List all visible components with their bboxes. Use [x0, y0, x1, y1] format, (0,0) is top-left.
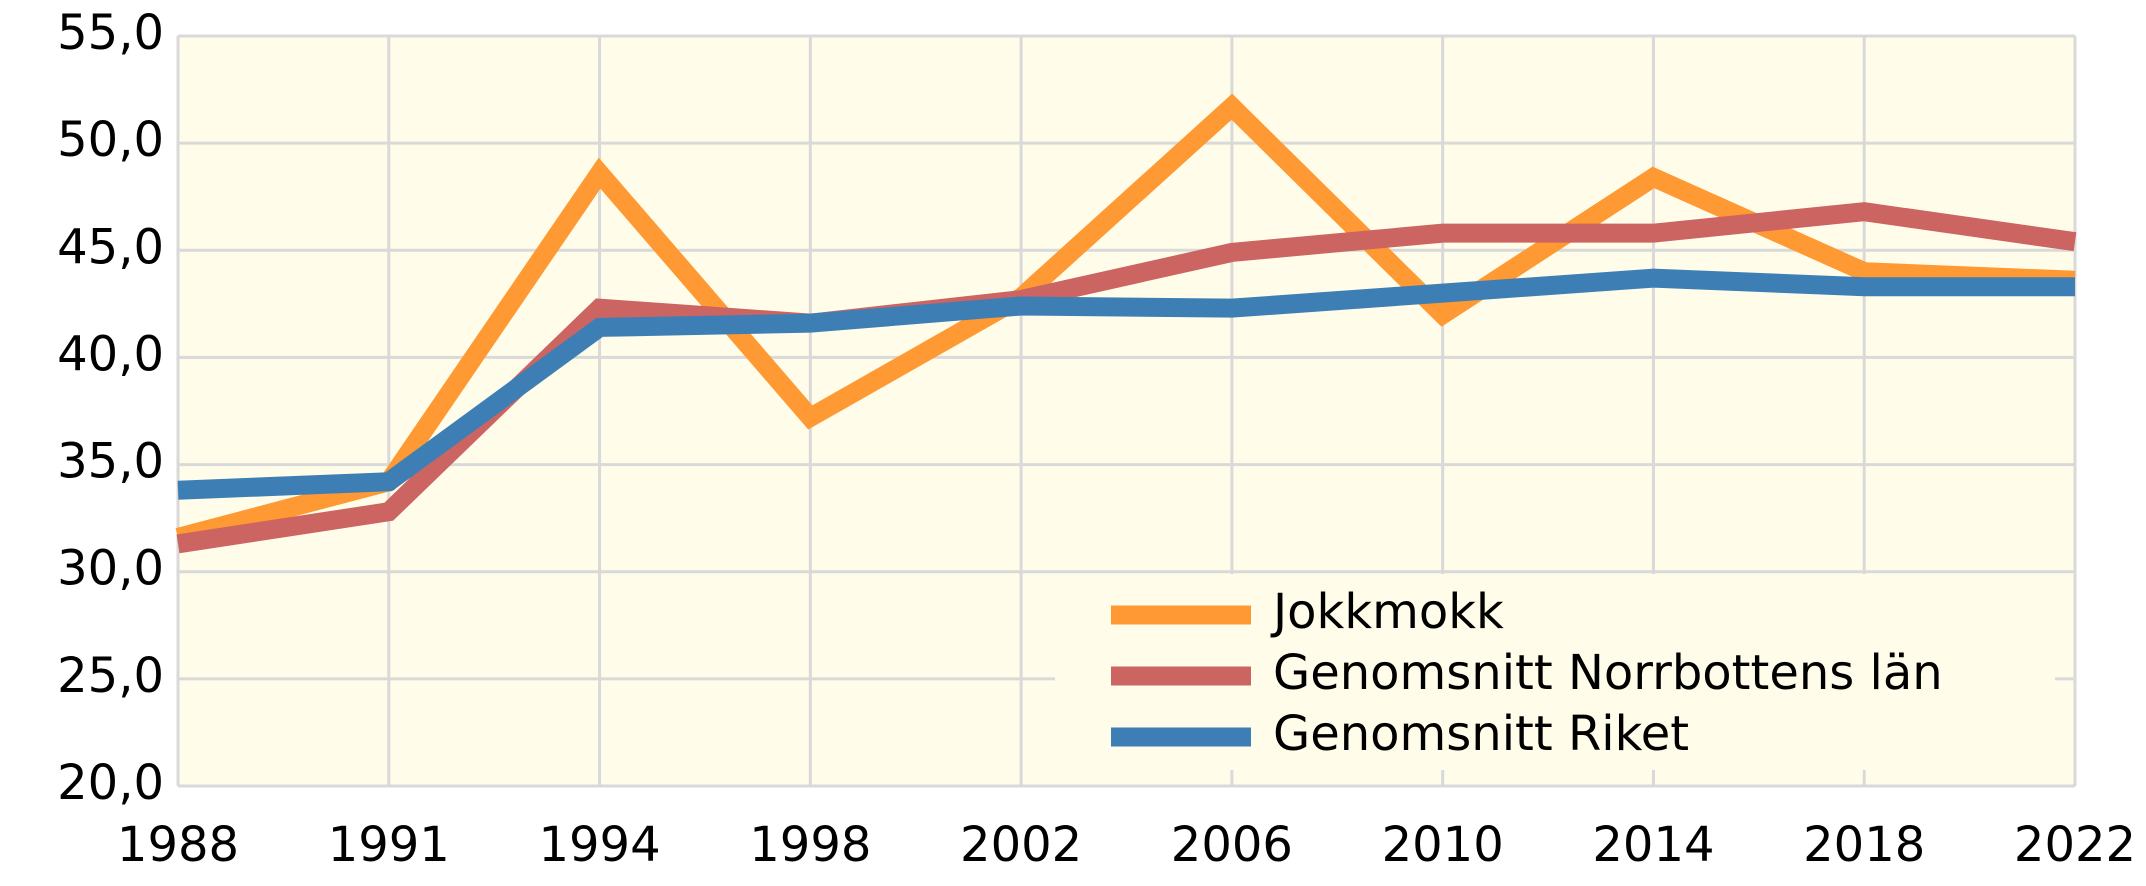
y-tick-label: 50,0: [57, 112, 164, 168]
x-tick-label: 2018: [1803, 817, 1925, 873]
x-tick-label: 1994: [538, 817, 660, 873]
y-tick-label: 55,0: [57, 5, 164, 61]
x-tick-label: 1988: [117, 817, 239, 873]
y-tick-label: 25,0: [57, 648, 164, 704]
y-tick-label: 20,0: [57, 755, 164, 811]
y-tick-label: 35,0: [57, 434, 164, 490]
y-tick-label: 45,0: [57, 219, 164, 275]
x-tick-label: 1998: [749, 817, 871, 873]
x-tick-label: 2014: [1592, 817, 1714, 873]
legend-label: Jokkmokk: [1270, 584, 1504, 640]
x-tick-label: 1991: [328, 817, 450, 873]
x-tick-label: 2010: [1382, 817, 1504, 873]
legend-label: Genomsnitt Riket: [1273, 706, 1689, 762]
legend-label: Genomsnitt Norrbottens län: [1273, 645, 1943, 701]
y-tick-label: 40,0: [57, 326, 164, 382]
x-tick-label: 2002: [960, 817, 1082, 873]
x-tick-label: 2006: [1171, 817, 1293, 873]
y-tick-label: 30,0: [57, 541, 164, 597]
series-line: [177, 268, 2075, 500]
x-tick-label: 2022: [2014, 817, 2136, 873]
